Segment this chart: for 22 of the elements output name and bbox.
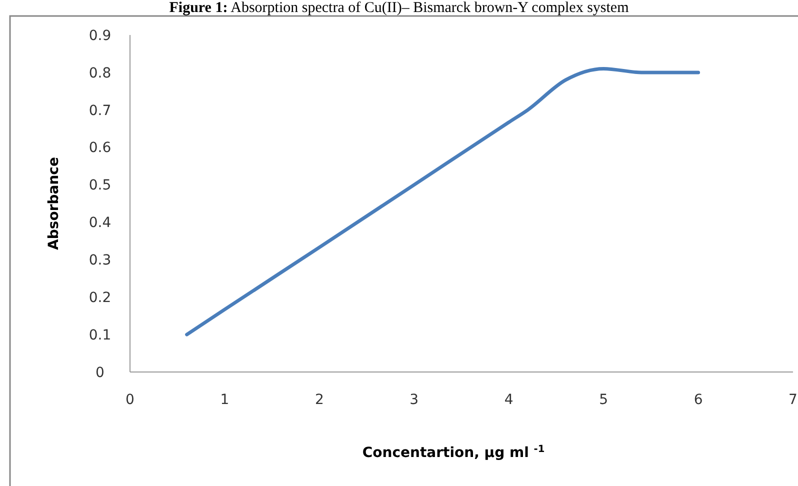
y-tick-label: 0.2	[88, 290, 112, 306]
x-tick-label: 5	[599, 392, 608, 408]
x-tick-label: 0	[126, 392, 134, 408]
y-tick-label: 0.7	[88, 102, 112, 119]
x-tick-label: 4	[504, 392, 514, 408]
x-axis-title: Concentartion, µg ml $^{-1}$	[362, 444, 545, 461]
y-tick-label: 0.4	[88, 215, 112, 232]
y-tick-label: 0.6	[88, 140, 112, 156]
y-tick-label: 0.8	[88, 65, 112, 82]
y-tick-label: 0.1	[88, 327, 112, 344]
x-tick-label: 7	[788, 392, 798, 408]
x-tick-label: 1	[220, 392, 230, 408]
y-axis-title: Absorbance	[46, 157, 62, 250]
y-tick-label: 0.5	[88, 178, 112, 194]
x-tick-label: 2	[314, 392, 324, 408]
y-tick-label: 0.9	[88, 28, 112, 44]
x-tick-label: 6	[694, 392, 703, 408]
chart-title: Figure 1: Absorption spectra of Cu(II)– Bismarck brown-Y complex system	[169, 0, 630, 16]
line-series	[185, 66, 700, 336]
x-tick-label: 3	[410, 392, 419, 408]
y-tick-label: 0	[96, 364, 104, 381]
y-tick-label: 0.3	[88, 252, 112, 269]
